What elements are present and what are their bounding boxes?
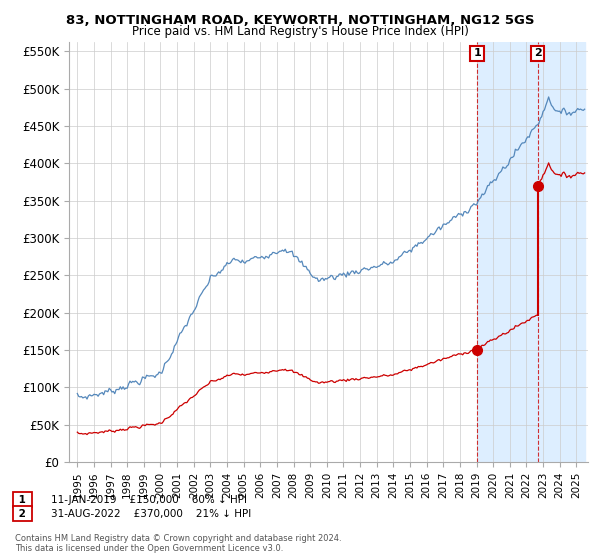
Text: 2: 2 (533, 48, 541, 58)
Text: 83, NOTTINGHAM ROAD, KEYWORTH, NOTTINGHAM, NG12 5GS: 83, NOTTINGHAM ROAD, KEYWORTH, NOTTINGHA… (66, 14, 534, 27)
Text: 2: 2 (15, 508, 29, 519)
Text: 1: 1 (473, 48, 481, 58)
Text: 31-AUG-2022    £370,000    21% ↓ HPI: 31-AUG-2022 £370,000 21% ↓ HPI (51, 508, 251, 519)
Text: 1: 1 (15, 494, 29, 505)
Text: 11-JAN-2019    £150,000    60% ↓ HPI: 11-JAN-2019 £150,000 60% ↓ HPI (51, 494, 247, 505)
Text: Price paid vs. HM Land Registry's House Price Index (HPI): Price paid vs. HM Land Registry's House … (131, 25, 469, 38)
Text: Contains HM Land Registry data © Crown copyright and database right 2024.
This d: Contains HM Land Registry data © Crown c… (15, 534, 341, 553)
